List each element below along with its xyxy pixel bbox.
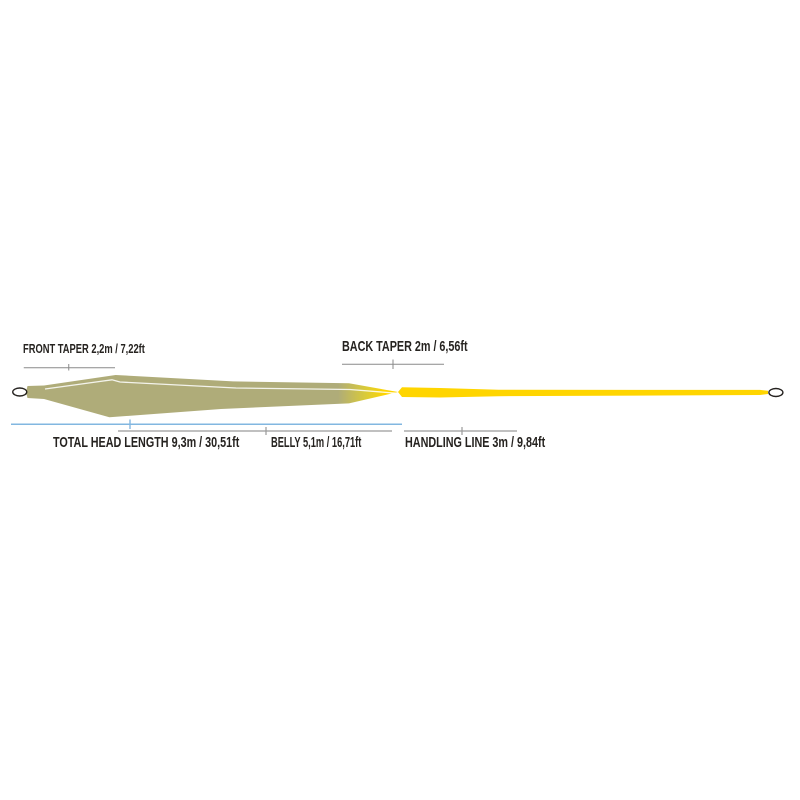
svg-text:BACK TAPER 2m / 6,56ft: BACK TAPER 2m / 6,56ft bbox=[342, 337, 468, 354]
svg-text:TOTAL HEAD LENGTH 9,3m / 30,51: TOTAL HEAD LENGTH 9,3m / 30,51ft bbox=[53, 433, 240, 450]
svg-text:HANDLING LINE 3m / 9,84ft: HANDLING LINE 3m / 9,84ft bbox=[405, 433, 546, 450]
svg-text:BELLY 5,1m / 16,71ft: BELLY 5,1m / 16,71ft bbox=[271, 434, 361, 451]
svg-text:FRONT TAPER 2,2m / 7,22ft: FRONT TAPER 2,2m / 7,22ft bbox=[23, 343, 145, 357]
